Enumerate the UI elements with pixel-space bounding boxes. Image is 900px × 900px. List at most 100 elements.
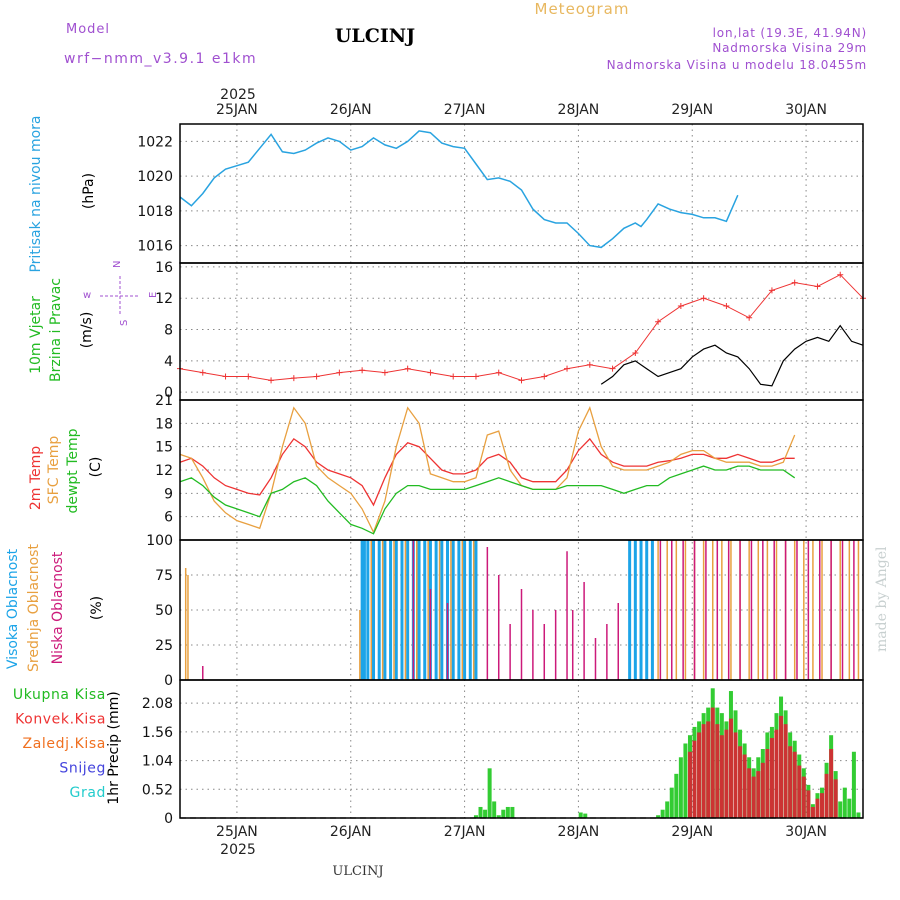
precip-bar [678,757,683,818]
bottom-day-label: 29JAN [671,824,713,840]
top-day-label: 29JAN [671,102,713,118]
wind-gust-marker [290,375,297,382]
precip-bar [801,776,806,818]
precip-bar [788,746,793,818]
precip-bar [760,762,765,818]
model-name: wrf−nmm_v3.9.1 e1km [64,51,257,67]
wind-gust-marker [655,318,662,325]
precip-bar [824,773,829,818]
bottom-day-label: 28JAN [558,824,600,840]
precip-legend-item: Konvek.Kisa [15,712,106,728]
top-day-label: 27JAN [444,102,486,118]
precip-bar [847,798,852,818]
top-year-label: 2025 [220,87,256,103]
station-title: ULCINJ [335,25,415,47]
precip-bar [728,718,733,818]
temp-ylabel-dew: dewpt Temp [65,428,81,513]
pressure-frame [179,123,864,264]
precip-bar [496,815,501,818]
wind-gust-marker [541,373,548,380]
y-tick-label: 4 [164,354,173,370]
wind-ylabel: 10m Vjetar [28,296,44,374]
wind-gust-marker [245,373,252,380]
y-tick-label: 12 [155,463,173,479]
y-tick-label: 6 [164,510,173,526]
precip-bar [715,724,720,818]
temperature-line [179,406,796,534]
wind-gust-marker [495,369,502,376]
wind-gust-line [179,274,864,381]
y-tick-label: 16 [155,260,173,276]
top-day-label: 25JAN [216,102,258,118]
precip-bar [501,809,506,818]
wind-unit: (m/s) [79,312,95,349]
wind-gust-marker [632,350,639,357]
compass-east: E [148,292,159,298]
precip-bar [478,806,483,818]
wind-gust-marker [472,373,479,380]
wind-gust-marker [564,365,571,372]
wind-gust-marker [222,373,229,380]
wind-ylabel-sub: Brzina i Pravac [48,278,64,382]
wind-gust-marker [199,369,206,376]
precip-bar [774,729,779,818]
precip-bar [724,729,729,818]
temperature-line [179,437,795,507]
wind-gust-marker [677,303,684,310]
precip-legend-item: Grad [70,785,106,801]
y-tick-label: 1.56 [142,725,173,741]
bottom-year-label: 2025 [220,842,256,858]
precip-legend-item: Zaledj.Kisa [23,736,106,752]
precip-bar [683,743,688,818]
top-day-label: 26JAN [330,102,372,118]
pressure-ylabel: Pritisak na nivou mora [28,115,44,272]
y-tick-label: 1020 [137,169,173,185]
y-tick-label: 2.08 [142,696,173,712]
elevation-label: Nadmorska Visina 29m [712,41,867,55]
wind-gust-marker [313,373,320,380]
wind-gust-marker [746,314,753,321]
y-tick-label: 1.04 [142,754,173,770]
bottom-day-label: 25JAN [216,824,258,840]
precip-bar [810,806,815,818]
precip-bar [815,798,820,818]
bottom-day-label: 30JAN [785,824,827,840]
precip-bar [710,707,715,818]
compass-west: w [83,290,91,301]
top-day-label: 30JAN [785,102,827,118]
y-tick-label: 0 [164,811,173,827]
watermark: made by Angel [874,546,890,652]
bottom-day-label: 27JAN [444,824,486,840]
compass-cross [100,276,140,316]
y-tick-label: 1018 [137,204,173,220]
y-tick-label: 9 [164,486,173,502]
wind-gust-marker [427,369,434,376]
pressure-line [179,130,739,249]
wind-gust-marker [450,373,457,380]
precip-bar [665,801,670,818]
precip-bar [738,746,743,818]
precip-bar [856,812,861,818]
precip-bar [756,771,761,818]
y-tick-label: 15 [155,440,173,456]
precip-bar [674,773,679,818]
precip-bar [779,715,784,818]
y-tick-label: 75 [155,568,173,584]
y-tick-label: 0 [164,385,173,401]
precip-bar [697,732,702,818]
precip-bar [792,751,797,818]
wind-gust-marker [723,303,730,310]
y-tick-label: 8 [164,323,173,339]
precip-bar [851,751,856,818]
compass-south: S [119,320,130,326]
wind-gust-marker [586,361,593,368]
precip-bar [492,801,497,818]
y-tick-label: 1016 [137,239,173,255]
precip-bar [769,737,774,818]
y-tick-label: 12 [155,291,173,307]
precip-bar [473,815,478,818]
precip-bar [687,751,692,818]
precip-bar [797,765,802,818]
precip-bar [829,749,834,818]
precip-bar [838,801,843,818]
